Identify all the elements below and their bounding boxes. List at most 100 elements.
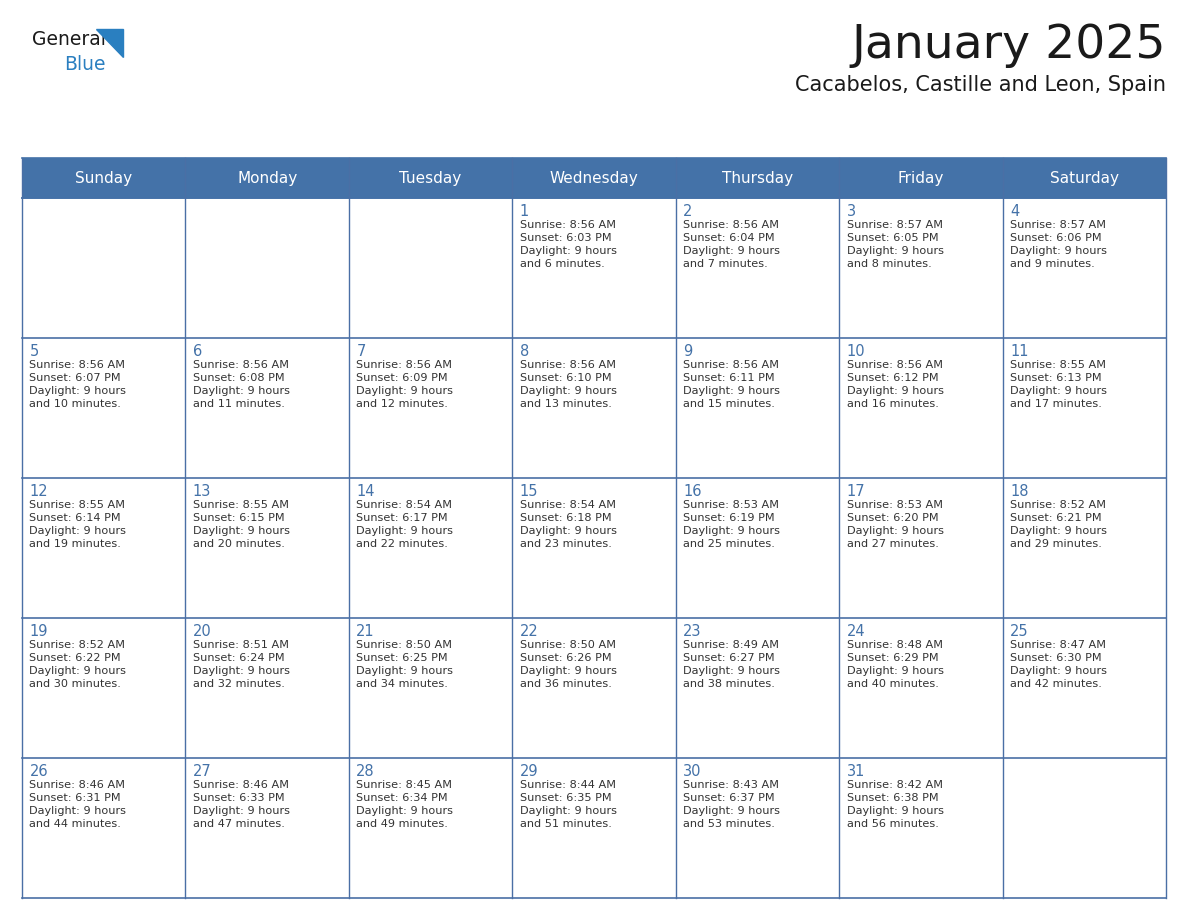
Text: Sunrise: 8:55 AM
Sunset: 6:15 PM
Daylight: 9 hours
and 20 minutes.: Sunrise: 8:55 AM Sunset: 6:15 PM Dayligh… xyxy=(192,500,290,549)
Text: 28: 28 xyxy=(356,764,375,778)
Text: 6: 6 xyxy=(192,343,202,359)
Text: Sunrise: 8:54 AM
Sunset: 6:17 PM
Daylight: 9 hours
and 22 minutes.: Sunrise: 8:54 AM Sunset: 6:17 PM Dayligh… xyxy=(356,500,454,549)
Bar xyxy=(23,338,185,478)
Bar xyxy=(349,618,512,758)
Text: Sunrise: 8:57 AM
Sunset: 6:05 PM
Daylight: 9 hours
and 8 minutes.: Sunrise: 8:57 AM Sunset: 6:05 PM Dayligh… xyxy=(847,220,943,269)
Bar xyxy=(23,158,1165,198)
Text: Sunrise: 8:56 AM
Sunset: 6:03 PM
Daylight: 9 hours
and 6 minutes.: Sunrise: 8:56 AM Sunset: 6:03 PM Dayligh… xyxy=(520,220,617,269)
Bar xyxy=(839,338,1003,478)
Text: Sunrise: 8:42 AM
Sunset: 6:38 PM
Daylight: 9 hours
and 56 minutes.: Sunrise: 8:42 AM Sunset: 6:38 PM Dayligh… xyxy=(847,780,943,829)
Text: Sunrise: 8:44 AM
Sunset: 6:35 PM
Daylight: 9 hours
and 51 minutes.: Sunrise: 8:44 AM Sunset: 6:35 PM Dayligh… xyxy=(520,780,617,829)
Bar xyxy=(839,758,1003,898)
Text: Sunrise: 8:56 AM
Sunset: 6:08 PM
Daylight: 9 hours
and 11 minutes.: Sunrise: 8:56 AM Sunset: 6:08 PM Dayligh… xyxy=(192,360,290,409)
Bar xyxy=(185,198,349,338)
Bar xyxy=(23,758,185,898)
Text: 15: 15 xyxy=(520,484,538,498)
Bar xyxy=(23,618,185,758)
Text: Sunrise: 8:56 AM
Sunset: 6:10 PM
Daylight: 9 hours
and 13 minutes.: Sunrise: 8:56 AM Sunset: 6:10 PM Dayligh… xyxy=(520,360,617,409)
Bar xyxy=(676,338,839,478)
Bar xyxy=(185,618,349,758)
Bar xyxy=(1003,758,1165,898)
Bar xyxy=(349,758,512,898)
Text: 2: 2 xyxy=(683,204,693,218)
Bar xyxy=(512,478,676,618)
Text: Sunday: Sunday xyxy=(75,171,132,185)
Bar xyxy=(185,758,349,898)
Text: Sunrise: 8:57 AM
Sunset: 6:06 PM
Daylight: 9 hours
and 9 minutes.: Sunrise: 8:57 AM Sunset: 6:06 PM Dayligh… xyxy=(1010,220,1107,269)
Text: Sunrise: 8:52 AM
Sunset: 6:21 PM
Daylight: 9 hours
and 29 minutes.: Sunrise: 8:52 AM Sunset: 6:21 PM Dayligh… xyxy=(1010,500,1107,549)
Text: Monday: Monday xyxy=(238,171,297,185)
Text: Sunrise: 8:56 AM
Sunset: 6:04 PM
Daylight: 9 hours
and 7 minutes.: Sunrise: 8:56 AM Sunset: 6:04 PM Dayligh… xyxy=(683,220,781,269)
Text: Sunrise: 8:46 AM
Sunset: 6:31 PM
Daylight: 9 hours
and 44 minutes.: Sunrise: 8:46 AM Sunset: 6:31 PM Dayligh… xyxy=(30,780,126,829)
Text: 21: 21 xyxy=(356,623,375,639)
Bar xyxy=(1003,338,1165,478)
Bar xyxy=(349,198,512,338)
Text: 23: 23 xyxy=(683,623,702,639)
Text: 1: 1 xyxy=(520,204,529,218)
Bar xyxy=(23,478,185,618)
Text: Sunrise: 8:52 AM
Sunset: 6:22 PM
Daylight: 9 hours
and 30 minutes.: Sunrise: 8:52 AM Sunset: 6:22 PM Dayligh… xyxy=(30,640,126,689)
Text: 9: 9 xyxy=(683,343,693,359)
Text: Blue: Blue xyxy=(64,54,106,73)
Bar xyxy=(512,198,676,338)
Text: Wednesday: Wednesday xyxy=(550,171,638,185)
Text: 16: 16 xyxy=(683,484,702,498)
Bar xyxy=(185,478,349,618)
Bar xyxy=(349,338,512,478)
Text: Tuesday: Tuesday xyxy=(399,171,462,185)
Bar xyxy=(676,618,839,758)
Bar xyxy=(839,198,1003,338)
Text: 25: 25 xyxy=(1010,623,1029,639)
Text: 18: 18 xyxy=(1010,484,1029,498)
Text: 29: 29 xyxy=(520,764,538,778)
Text: 24: 24 xyxy=(847,623,865,639)
Text: 17: 17 xyxy=(847,484,865,498)
Text: Sunrise: 8:53 AM
Sunset: 6:19 PM
Daylight: 9 hours
and 25 minutes.: Sunrise: 8:53 AM Sunset: 6:19 PM Dayligh… xyxy=(683,500,781,549)
Text: 3: 3 xyxy=(847,204,855,218)
Text: Sunrise: 8:51 AM
Sunset: 6:24 PM
Daylight: 9 hours
and 32 minutes.: Sunrise: 8:51 AM Sunset: 6:24 PM Dayligh… xyxy=(192,640,290,689)
Text: Thursday: Thursday xyxy=(722,171,794,185)
Text: 20: 20 xyxy=(192,623,211,639)
Bar xyxy=(1003,618,1165,758)
Text: Sunrise: 8:56 AM
Sunset: 6:11 PM
Daylight: 9 hours
and 15 minutes.: Sunrise: 8:56 AM Sunset: 6:11 PM Dayligh… xyxy=(683,360,781,409)
Text: Sunrise: 8:43 AM
Sunset: 6:37 PM
Daylight: 9 hours
and 53 minutes.: Sunrise: 8:43 AM Sunset: 6:37 PM Dayligh… xyxy=(683,780,781,829)
Bar xyxy=(23,198,185,338)
Text: 30: 30 xyxy=(683,764,702,778)
Bar xyxy=(676,198,839,338)
Text: 14: 14 xyxy=(356,484,375,498)
Text: 22: 22 xyxy=(520,623,538,639)
Bar xyxy=(512,338,676,478)
Text: 26: 26 xyxy=(30,764,49,778)
Bar xyxy=(839,478,1003,618)
Text: 8: 8 xyxy=(520,343,529,359)
Text: Saturday: Saturday xyxy=(1050,171,1119,185)
Text: 27: 27 xyxy=(192,764,211,778)
Text: Sunrise: 8:54 AM
Sunset: 6:18 PM
Daylight: 9 hours
and 23 minutes.: Sunrise: 8:54 AM Sunset: 6:18 PM Dayligh… xyxy=(520,500,617,549)
Text: Sunrise: 8:55 AM
Sunset: 6:13 PM
Daylight: 9 hours
and 17 minutes.: Sunrise: 8:55 AM Sunset: 6:13 PM Dayligh… xyxy=(1010,360,1107,409)
Bar xyxy=(839,618,1003,758)
Text: Sunrise: 8:56 AM
Sunset: 6:09 PM
Daylight: 9 hours
and 12 minutes.: Sunrise: 8:56 AM Sunset: 6:09 PM Dayligh… xyxy=(356,360,454,409)
Bar xyxy=(676,758,839,898)
Text: 31: 31 xyxy=(847,764,865,778)
Text: Cacabelos, Castille and Leon, Spain: Cacabelos, Castille and Leon, Spain xyxy=(795,75,1165,95)
Text: 19: 19 xyxy=(30,623,48,639)
Text: Sunrise: 8:55 AM
Sunset: 6:14 PM
Daylight: 9 hours
and 19 minutes.: Sunrise: 8:55 AM Sunset: 6:14 PM Dayligh… xyxy=(30,500,126,549)
Text: January 2025: January 2025 xyxy=(852,23,1165,68)
Text: 12: 12 xyxy=(30,484,49,498)
Bar xyxy=(512,618,676,758)
Text: Friday: Friday xyxy=(898,171,944,185)
Text: Sunrise: 8:50 AM
Sunset: 6:26 PM
Daylight: 9 hours
and 36 minutes.: Sunrise: 8:50 AM Sunset: 6:26 PM Dayligh… xyxy=(520,640,617,689)
Text: 7: 7 xyxy=(356,343,366,359)
Text: Sunrise: 8:45 AM
Sunset: 6:34 PM
Daylight: 9 hours
and 49 minutes.: Sunrise: 8:45 AM Sunset: 6:34 PM Dayligh… xyxy=(356,780,454,829)
Text: 10: 10 xyxy=(847,343,865,359)
Polygon shape xyxy=(95,29,124,57)
Bar xyxy=(349,478,512,618)
Text: 5: 5 xyxy=(30,343,39,359)
Text: Sunrise: 8:56 AM
Sunset: 6:12 PM
Daylight: 9 hours
and 16 minutes.: Sunrise: 8:56 AM Sunset: 6:12 PM Dayligh… xyxy=(847,360,943,409)
Text: Sunrise: 8:53 AM
Sunset: 6:20 PM
Daylight: 9 hours
and 27 minutes.: Sunrise: 8:53 AM Sunset: 6:20 PM Dayligh… xyxy=(847,500,943,549)
Text: Sunrise: 8:48 AM
Sunset: 6:29 PM
Daylight: 9 hours
and 40 minutes.: Sunrise: 8:48 AM Sunset: 6:29 PM Dayligh… xyxy=(847,640,943,689)
Text: General: General xyxy=(32,30,106,49)
Bar xyxy=(1003,198,1165,338)
Bar xyxy=(1003,478,1165,618)
Text: 4: 4 xyxy=(1010,204,1019,218)
